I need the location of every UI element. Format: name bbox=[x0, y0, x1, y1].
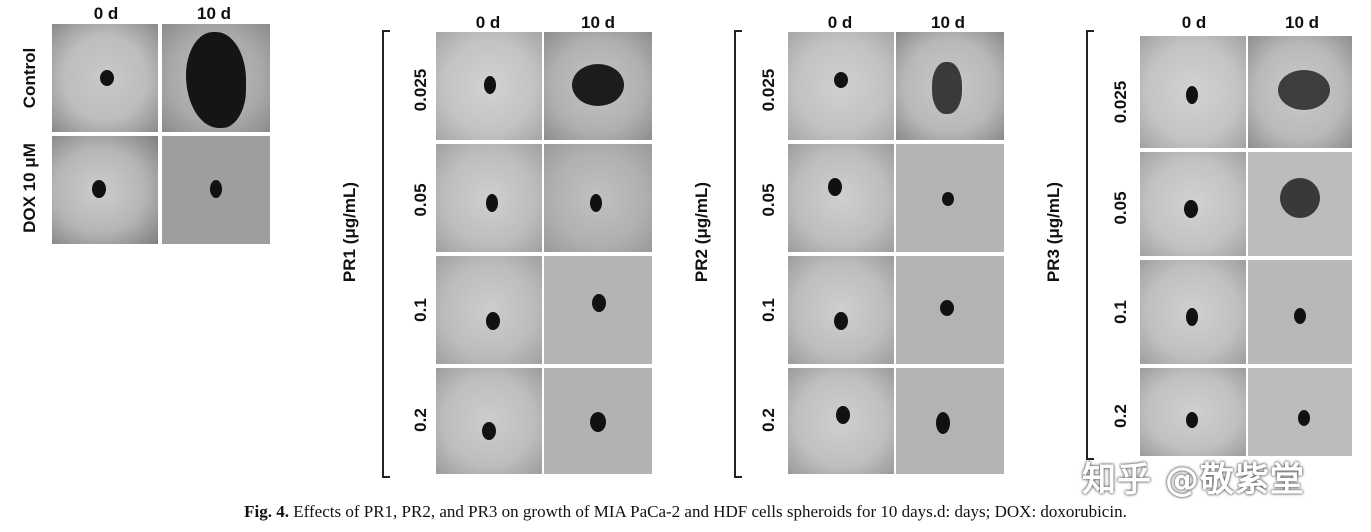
pr3-row-label-0025: 0.025 bbox=[1111, 80, 1130, 124]
pr2-row-label-02: 0.2 bbox=[759, 408, 778, 432]
pr2-col-header-10d: 10 d bbox=[930, 13, 966, 32]
pr1-col-header-0d: 0 d bbox=[475, 13, 501, 32]
bracket-pr3 bbox=[1086, 30, 1094, 460]
micrograph-pr3-0025-10d bbox=[1248, 36, 1352, 148]
pr1-row-label-01: 0.1 bbox=[411, 298, 430, 322]
pr1-row-label-02: 0.2 bbox=[411, 408, 430, 432]
micrograph-pr1-01-0d bbox=[436, 256, 542, 364]
micrograph-control-10d bbox=[162, 24, 270, 132]
micrograph-pr1-02-10d bbox=[544, 368, 652, 474]
micrograph-pr1-0025-0d bbox=[436, 32, 542, 140]
micrograph-pr2-0025-10d bbox=[896, 32, 1004, 140]
micrograph-pr2-005-0d bbox=[788, 144, 894, 252]
micrograph-pr2-01-0d bbox=[788, 256, 894, 364]
watermark: 知乎 @敬紫堂 bbox=[1082, 460, 1305, 500]
micrograph-pr3-01-10d bbox=[1248, 260, 1352, 364]
micrograph-dox-0d bbox=[52, 136, 158, 244]
micrograph-pr1-01-10d bbox=[544, 256, 652, 364]
micrograph-pr2-005-10d bbox=[896, 144, 1004, 252]
pr3-col-header-10d: 10 d bbox=[1284, 13, 1320, 32]
control-row-label-dox: DOX 10 μM bbox=[20, 143, 39, 233]
bracket-pr1 bbox=[382, 30, 390, 478]
group-label-pr3: PR3 (μg/mL) bbox=[1044, 181, 1063, 283]
pr2-row-label-0025: 0.025 bbox=[759, 68, 778, 112]
pr3-row-label-005: 0.05 bbox=[1111, 191, 1130, 225]
caption-label: Fig. 4. bbox=[244, 502, 290, 521]
control-row-label-control: Control bbox=[20, 47, 39, 109]
pr2-row-label-01: 0.1 bbox=[759, 298, 778, 322]
pr2-col-header-0d: 0 d bbox=[827, 13, 853, 32]
micrograph-pr1-005-10d bbox=[544, 144, 652, 252]
micrograph-pr2-01-10d bbox=[896, 256, 1004, 364]
control-col-header-0d: 0 d bbox=[93, 4, 119, 23]
pr1-row-label-005: 0.05 bbox=[411, 183, 430, 217]
pr1-row-label-0025: 0.025 bbox=[411, 68, 430, 112]
micrograph-pr3-02-10d bbox=[1248, 368, 1352, 456]
micrograph-pr3-02-0d bbox=[1140, 368, 1246, 456]
group-label-pr2: PR2 (μg/mL) bbox=[692, 181, 711, 283]
micrograph-pr2-0025-0d bbox=[788, 32, 894, 140]
micrograph-pr1-0025-10d bbox=[544, 32, 652, 140]
group-label-pr1: PR1 (μg/mL) bbox=[340, 181, 359, 283]
micrograph-pr3-01-0d bbox=[1140, 260, 1246, 364]
micrograph-pr3-005-10d bbox=[1248, 152, 1352, 256]
pr3-row-label-01: 0.1 bbox=[1111, 300, 1130, 324]
micrograph-pr3-005-0d bbox=[1140, 152, 1246, 256]
micrograph-control-0d bbox=[52, 24, 158, 132]
pr3-col-header-0d: 0 d bbox=[1181, 13, 1207, 32]
micrograph-pr1-02-0d bbox=[436, 368, 542, 474]
control-col-header-10d: 10 d bbox=[196, 4, 232, 23]
caption-text: Effects of PR1, PR2, and PR3 on growth o… bbox=[293, 502, 1127, 521]
micrograph-pr2-02-10d bbox=[896, 368, 1004, 474]
micrograph-pr1-005-0d bbox=[436, 144, 542, 252]
micrograph-pr2-02-0d bbox=[788, 368, 894, 474]
micrograph-dox-10d bbox=[162, 136, 270, 244]
pr1-col-header-10d: 10 d bbox=[580, 13, 616, 32]
micrograph-pr3-0025-0d bbox=[1140, 36, 1246, 148]
pr2-row-label-005: 0.05 bbox=[759, 183, 778, 217]
bracket-pr2 bbox=[734, 30, 742, 478]
figure-caption: Fig. 4. Effects of PR1, PR2, and PR3 on … bbox=[0, 502, 1371, 522]
